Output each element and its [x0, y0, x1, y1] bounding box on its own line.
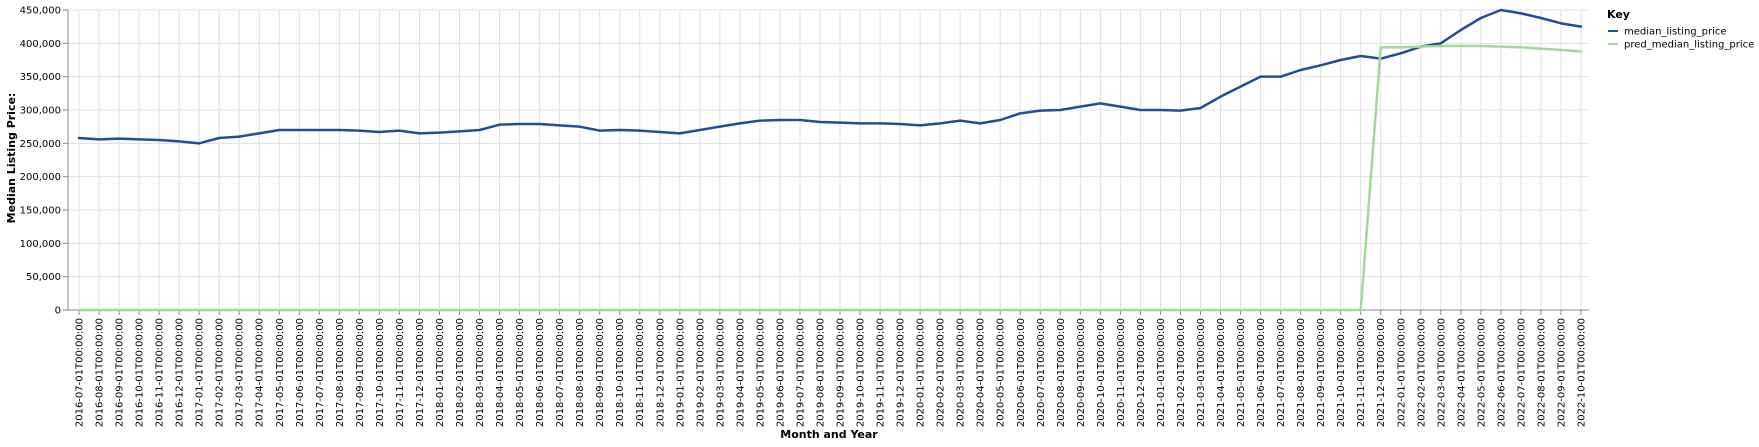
- x-tick-label: 2020-09-01T00:00:00: [1076, 318, 1087, 427]
- legend-title: Key: [1607, 8, 1630, 21]
- legend-label: median_listing_price: [1624, 27, 1727, 38]
- x-tick-label: 2016-07-01T00:00:00: [75, 318, 86, 427]
- x-tick-label: 2016-10-01T00:00:00: [135, 318, 146, 427]
- x-tick-label: 2018-09-01T00:00:00: [595, 318, 606, 427]
- x-tick-label: 2016-08-01T00:00:00: [95, 318, 106, 427]
- x-tick-label: 2017-06-01T00:00:00: [295, 318, 306, 427]
- x-tick-label: 2017-05-01T00:00:00: [275, 318, 286, 427]
- x-tick-label: 2019-08-01T00:00:00: [815, 318, 826, 427]
- x-tick-label: 2018-08-01T00:00:00: [575, 318, 586, 427]
- series-line-median-listing-price: [77, 8, 1583, 145]
- y-tick-label: 150,000: [20, 206, 61, 217]
- y-tick-label: 250,000: [20, 139, 61, 150]
- x-tick-label: 2022-05-01T00:00:00: [1476, 318, 1487, 427]
- x-axis: 2016-07-01T00:00:00 2016-08-01T00:00:00 20…: [68, 309, 1589, 427]
- x-tick-label: 2020-11-01T00:00:00: [1116, 318, 1127, 427]
- x-tick-label: 2021-06-01T00:00:00: [1256, 318, 1267, 427]
- x-tick-label: 2017-02-01T00:00:00: [215, 318, 226, 427]
- x-tick-label: 2022-01-01T00:00:00: [1396, 318, 1407, 427]
- x-tick-label: 2022-02-01T00:00:00: [1416, 318, 1427, 427]
- x-tick-label: 2022-04-01T00:00:00: [1456, 318, 1467, 427]
- x-tick-label: 2018-01-01T00:00:00: [435, 318, 446, 427]
- x-tick-label: 2017-09-01T00:00:00: [355, 318, 366, 427]
- x-tick-label: 2019-10-01T00:00:00: [856, 318, 867, 427]
- x-tick-label: 2018-11-01T00:00:00: [635, 318, 646, 427]
- x-tick-label: 2021-01-01T00:00:00: [1156, 318, 1167, 427]
- x-tick-label: 2018-05-01T00:00:00: [515, 318, 526, 427]
- x-tick-label: 2021-11-01T00:00:00: [1356, 318, 1367, 427]
- x-tick-label: 2020-01-01T00:00:00: [916, 318, 927, 427]
- x-tick-label: 2018-04-01T00:00:00: [495, 318, 506, 427]
- x-tick-label: 2019-11-01T00:00:00: [876, 318, 887, 427]
- x-tick-label: 2017-11-01T00:00:00: [395, 318, 406, 427]
- x-tick-label: 2019-07-01T00:00:00: [795, 318, 806, 427]
- x-tick-label: 2021-04-01T00:00:00: [1216, 318, 1227, 427]
- x-tick-label: 2021-05-01T00:00:00: [1236, 318, 1247, 427]
- x-tick-label: 2018-10-01T00:00:00: [615, 318, 626, 427]
- x-tick-label: 2017-01-01T00:00:00: [195, 318, 206, 427]
- y-axis-title: Median Listing Price:: [5, 93, 18, 224]
- x-tick-label: 2017-10-01T00:00:00: [375, 318, 386, 427]
- x-tick-label: 2020-12-01T00:00:00: [1136, 318, 1147, 427]
- x-tick-label: 2020-07-01T00:00:00: [1036, 318, 1047, 427]
- x-tick-label: 2020-04-01T00:00:00: [976, 318, 987, 427]
- y-axis: 0 50,000 100,000 150,000 200,000 250,000 300,0…: [20, 6, 69, 317]
- series-line-pred-median-listing-price: [77, 44, 1583, 312]
- grid-lines: [68, 9, 1589, 311]
- x-tick-label: 2019-02-01T00:00:00: [695, 318, 706, 427]
- x-tick-label: 2022-03-01T00:00:00: [1436, 318, 1447, 427]
- x-tick-label: 2017-07-01T00:00:00: [315, 318, 326, 427]
- x-tick-label: 2017-04-01T00:00:00: [255, 318, 266, 427]
- legend: Key median_listing_price pred_median_list…: [1607, 8, 1754, 51]
- x-tick-label: 2019-04-01T00:00:00: [735, 318, 746, 427]
- x-tick-label: 2018-07-01T00:00:00: [555, 318, 566, 427]
- y-tick-label: 450,000: [20, 6, 61, 17]
- y-tick-label: 350,000: [20, 72, 61, 83]
- x-tick-label: 2021-03-01T00:00:00: [1196, 318, 1207, 427]
- x-tick-label: 2018-03-01T00:00:00: [475, 318, 486, 427]
- x-tick-label: 2020-06-01T00:00:00: [1016, 318, 1027, 427]
- x-tick-label: 2020-03-01T00:00:00: [956, 318, 967, 427]
- x-tick-label: 2022-08-01T00:00:00: [1536, 318, 1547, 427]
- x-tick-label: 2019-06-01T00:00:00: [775, 318, 786, 427]
- x-tick-label: 2016-09-01T00:00:00: [115, 318, 126, 427]
- x-tick-label: 2022-10-01T00:00:00: [1577, 318, 1588, 427]
- x-tick-label: 2019-12-01T00:00:00: [896, 318, 907, 427]
- y-tick-label: 400,000: [20, 39, 61, 50]
- x-tick-label: 2022-09-01T00:00:00: [1556, 318, 1567, 427]
- x-tick-label: 2020-08-01T00:00:00: [1056, 318, 1067, 427]
- x-axis-title: Month and Year: [780, 428, 878, 441]
- x-tick-label: 2021-10-01T00:00:00: [1336, 318, 1347, 427]
- x-tick-label: 2021-07-01T00:00:00: [1276, 318, 1287, 427]
- x-tick-label: 2020-02-01T00:00:00: [936, 318, 947, 427]
- x-tick-label: 2021-12-01T00:00:00: [1376, 318, 1387, 427]
- x-tick-label: 2019-09-01T00:00:00: [836, 318, 847, 427]
- x-tick-label: 2022-07-01T00:00:00: [1516, 318, 1527, 427]
- x-tick-label: 2021-09-01T00:00:00: [1316, 318, 1327, 427]
- x-tick-label: 2016-12-01T00:00:00: [175, 318, 186, 427]
- y-tick-label: 0: [55, 306, 61, 317]
- x-tick-label: 2021-02-01T00:00:00: [1176, 318, 1187, 427]
- x-tick-label: 2018-06-01T00:00:00: [535, 318, 546, 427]
- x-tick-label: 2017-03-01T00:00:00: [235, 318, 246, 427]
- x-tick-label: 2018-02-01T00:00:00: [455, 318, 466, 427]
- x-tick-label: 2018-12-01T00:00:00: [655, 318, 666, 427]
- series-lines: [77, 8, 1583, 312]
- x-tick-label: 2022-06-01T00:00:00: [1496, 318, 1507, 427]
- x-tick-label: 2017-12-01T00:00:00: [415, 318, 426, 427]
- x-tick-label: 2019-03-01T00:00:00: [715, 318, 726, 427]
- x-tick-label: 2020-05-01T00:00:00: [996, 318, 1007, 427]
- x-tick-label: 2019-01-01T00:00:00: [675, 318, 686, 427]
- y-tick-label: 300,000: [20, 106, 61, 117]
- y-tick-label: 200,000: [20, 172, 61, 183]
- y-tick-label: 100,000: [20, 239, 61, 250]
- x-tick-label: 2019-05-01T00:00:00: [755, 318, 766, 427]
- legend-label: pred_median_listing_price: [1624, 40, 1754, 51]
- x-tick-label: 2017-08-01T00:00:00: [335, 318, 346, 427]
- x-tick-label: 2021-08-01T00:00:00: [1296, 318, 1307, 427]
- y-tick-label: 50,000: [26, 272, 61, 283]
- x-tick-label: 2016-11-01T00:00:00: [155, 318, 166, 427]
- x-tick-label: 2020-10-01T00:00:00: [1096, 318, 1107, 427]
